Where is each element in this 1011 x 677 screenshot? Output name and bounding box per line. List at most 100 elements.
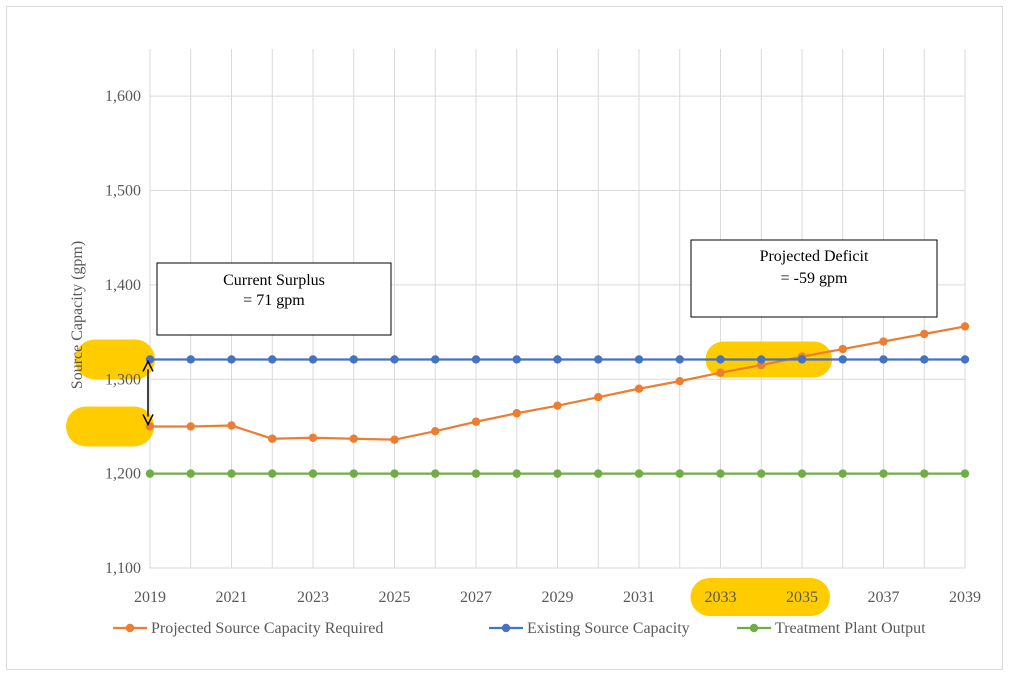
legend-marker-treatment-plant-output <box>749 623 759 633</box>
data-point-treatment-plant-output <box>186 469 195 478</box>
data-point-existing-source-capacity <box>797 355 807 364</box>
data-point-treatment-plant-output <box>879 469 888 478</box>
data-point-existing-source-capacity <box>838 355 847 364</box>
data-point-projected-source-capacity-required <box>186 422 195 431</box>
data-point-projected-source-capacity-required <box>838 344 847 354</box>
arrow-head-bottom <box>142 414 154 427</box>
data-point-existing-source-capacity <box>268 355 277 364</box>
data-point-existing-source-capacity <box>431 355 440 364</box>
data-point-projected-source-capacity-required <box>349 434 358 443</box>
x-tick-label: 2033 <box>705 589 737 606</box>
x-tick-label: 2031 <box>623 589 655 606</box>
data-point-existing-source-capacity <box>594 355 603 364</box>
data-point-treatment-plant-output <box>716 469 725 478</box>
x-tick-labels: 2019 2021 2023 2025 2027 2029 2031 2033 2035 2037… <box>134 589 981 606</box>
data-point-existing-source-capacity <box>960 355 970 364</box>
x-tick-label: 2029 <box>542 589 574 606</box>
y-tick-label: 1,400 <box>105 277 141 294</box>
data-point-treatment-plant-output <box>390 469 399 478</box>
data-point-projected-source-capacity-required <box>879 337 888 346</box>
data-point-projected-source-capacity-required <box>268 434 277 443</box>
deficit-callout-line1: Projected Deficit <box>760 248 869 265</box>
y-tick-label: 1,500 <box>105 183 141 200</box>
data-point-treatment-plant-output <box>920 469 929 478</box>
data-point-treatment-plant-output <box>145 469 155 478</box>
data-point-projected-source-capacity-required <box>471 417 481 426</box>
chart-frame: 1,100 1,200 1,300 1,400 1,500 1,600 2019 2021 2… <box>6 6 1003 670</box>
highlight-marks <box>66 339 832 616</box>
data-point-existing-source-capacity <box>512 355 521 364</box>
data-point-projected-source-capacity-required <box>308 433 318 442</box>
arrow-head-top <box>142 359 154 372</box>
y-tick-label: 1,200 <box>105 466 141 483</box>
data-point-existing-source-capacity <box>879 355 888 364</box>
data-point-projected-source-capacity-required <box>390 435 399 444</box>
x-tick-label: 2021 <box>216 589 248 606</box>
data-point-projected-source-capacity-required <box>716 368 725 377</box>
legend-marker-projected-source-capacity-required <box>125 623 135 633</box>
legend-label-existing-source-capacity: Existing Source Capacity <box>527 620 690 637</box>
series-group <box>145 322 970 478</box>
x-tick-label: 2039 <box>949 589 981 606</box>
data-point-existing-source-capacity <box>471 355 481 364</box>
x-tick-label: 2023 <box>297 589 329 606</box>
data-point-treatment-plant-output <box>553 469 562 478</box>
legend: Projected Source Capacity Required Existi… <box>113 620 926 637</box>
data-point-projected-source-capacity-required <box>553 401 562 410</box>
data-point-existing-source-capacity <box>920 355 929 364</box>
data-point-existing-source-capacity <box>757 355 766 364</box>
data-point-projected-source-capacity-required <box>960 322 970 331</box>
data-point-existing-source-capacity <box>553 355 562 364</box>
deficit-callout-box <box>690 239 938 318</box>
data-point-treatment-plant-output <box>227 469 236 478</box>
data-point-treatment-plant-output <box>675 469 684 478</box>
y-axis-label: Source Capacity (gpm) <box>69 241 86 389</box>
surplus-callout-line2: = 71 gpm <box>243 292 305 309</box>
x-tick-label: 2037 <box>868 589 900 606</box>
legend-label-projected-source-capacity-required: Projected Source Capacity Required <box>151 620 383 637</box>
legend-marker-existing-source-capacity <box>501 623 511 633</box>
data-point-treatment-plant-output <box>757 469 766 478</box>
x-tick-label: 2019 <box>134 589 166 606</box>
data-point-projected-source-capacity-required <box>675 376 684 386</box>
x-tick-label: 2025 <box>379 589 411 606</box>
data-point-treatment-plant-output <box>594 469 603 478</box>
y-tick-label: 1,300 <box>105 371 141 388</box>
data-point-treatment-plant-output <box>960 469 970 478</box>
data-point-projected-source-capacity-required <box>431 426 440 436</box>
highlight-required-2019 <box>66 406 154 447</box>
data-point-existing-source-capacity <box>227 355 236 364</box>
data-point-treatment-plant-output <box>512 469 521 478</box>
data-point-treatment-plant-output <box>471 469 481 478</box>
data-point-existing-source-capacity <box>675 355 684 364</box>
surplus-callout: Current Surplus = 71 gpm <box>156 262 392 336</box>
surplus-arrow <box>142 359 154 427</box>
x-tick-label: 2035 <box>786 589 818 606</box>
data-point-treatment-plant-output <box>268 469 277 478</box>
highlight-x-2033-2035 <box>690 578 830 616</box>
data-point-existing-source-capacity <box>349 355 358 364</box>
y-tick-labels: 1,100 1,200 1,300 1,400 1,500 1,600 <box>105 88 141 577</box>
deficit-callout-line2: = -59 gpm <box>781 270 848 287</box>
x-tick-label: 2027 <box>460 589 492 606</box>
y-tick-label: 1,600 <box>105 88 141 105</box>
data-point-projected-source-capacity-required <box>634 384 644 393</box>
data-point-treatment-plant-output <box>838 469 847 478</box>
data-point-projected-source-capacity-required <box>512 409 521 418</box>
surplus-callout-box <box>156 262 392 336</box>
data-point-projected-source-capacity-required <box>920 329 929 339</box>
data-point-treatment-plant-output <box>431 469 440 478</box>
data-point-treatment-plant-output <box>308 469 318 478</box>
data-point-existing-source-capacity <box>186 355 195 364</box>
data-point-existing-source-capacity <box>308 355 318 364</box>
data-point-treatment-plant-output <box>349 469 358 478</box>
data-point-treatment-plant-output <box>797 469 807 478</box>
legend-label-treatment-plant-output: Treatment Plant Output <box>775 620 926 637</box>
data-point-existing-source-capacity <box>390 355 399 364</box>
surplus-callout-line1: Current Surplus <box>223 272 325 289</box>
y-tick-label: 1,100 <box>105 560 141 577</box>
deficit-callout: Projected Deficit = -59 gpm <box>690 239 938 318</box>
data-point-existing-source-capacity <box>716 355 725 364</box>
data-point-projected-source-capacity-required <box>594 393 603 402</box>
